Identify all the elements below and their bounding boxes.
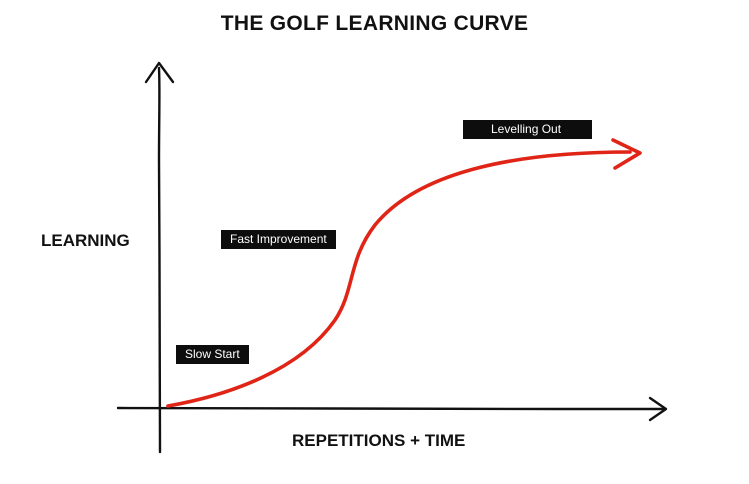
stage-label-levelling-out: Levelling Out [463,120,592,139]
stage-label-fast-improvement: Fast Improvement [221,230,336,249]
diagram-title: THE GOLF LEARNING CURVE [220,12,529,35]
x-axis-line [116,406,666,411]
x-axis-arrowhead [648,396,668,422]
x-axis-label: REPETITIONS + TIME [292,431,466,450]
learning-curve [166,150,632,408]
y-axis-arrowhead [144,61,175,84]
stage-label-slow-start: Slow Start [176,345,249,364]
curve-arrowhead [611,138,642,170]
y-axis-label: LEARNING [41,231,130,250]
y-axis-line [157,66,162,454]
